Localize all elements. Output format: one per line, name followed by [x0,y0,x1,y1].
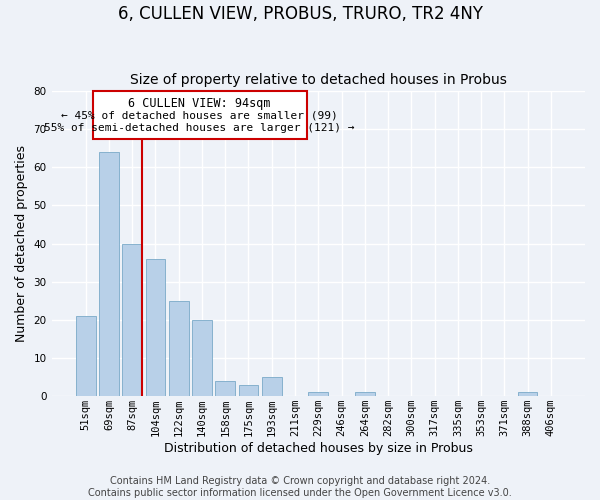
Text: ← 45% of detached houses are smaller (99): ← 45% of detached houses are smaller (99… [61,110,338,120]
Text: Contains HM Land Registry data © Crown copyright and database right 2024.
Contai: Contains HM Land Registry data © Crown c… [88,476,512,498]
Bar [239,384,259,396]
Bar [99,152,119,396]
Text: 6 CULLEN VIEW: 94sqm: 6 CULLEN VIEW: 94sqm [128,96,271,110]
Text: 6, CULLEN VIEW, PROBUS, TRURO, TR2 4NY: 6, CULLEN VIEW, PROBUS, TRURO, TR2 4NY [118,5,482,23]
Bar [146,259,166,396]
Text: 55% of semi-detached houses are larger (121) →: 55% of semi-detached houses are larger (… [44,124,355,134]
Bar [215,381,235,396]
Bar [169,301,188,396]
Bar [308,392,328,396]
X-axis label: Distribution of detached houses by size in Probus: Distribution of detached houses by size … [164,442,473,455]
Bar [76,316,95,396]
Y-axis label: Number of detached properties: Number of detached properties [15,145,28,342]
Title: Size of property relative to detached houses in Probus: Size of property relative to detached ho… [130,73,507,87]
Bar [92,91,307,138]
Bar [518,392,538,396]
Bar [355,392,374,396]
Bar [192,320,212,396]
Bar [122,244,142,396]
Bar [262,377,281,396]
